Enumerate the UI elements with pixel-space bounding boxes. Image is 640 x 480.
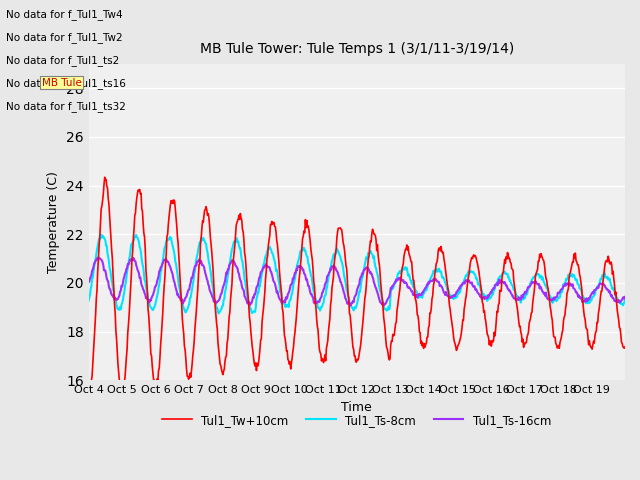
- Tul1_Ts-16cm: [413, 295, 421, 300]
- Legend: Tul1_Tw+10cm, Tul1_Ts-8cm, Tul1_Ts-16cm: Tul1_Tw+10cm, Tul1_Ts-8cm, Tul1_Ts-16cm: [157, 409, 556, 432]
- Text: No data for f_Tul1_ts2: No data for f_Tul1_ts2: [6, 55, 120, 66]
- Tul1_Tw+10cm: [248, 336, 255, 342]
- Tul1_Ts-8cm: [294, 258, 302, 264]
- Tul1_Tw+10cm: [413, 312, 421, 318]
- Tul1_Ts-16cm: [84, 279, 92, 285]
- Tul1_Ts-8cm: [444, 287, 451, 293]
- Tul1_Ts-16cm: [347, 302, 355, 308]
- Tul1_Tw+10cm: [294, 286, 302, 291]
- Y-axis label: Temperature (C): Temperature (C): [47, 171, 60, 273]
- Tul1_Ts-16cm: [273, 288, 281, 294]
- Tul1_Ts-8cm: [275, 275, 282, 281]
- Tul1_Tw+10cm: [86, 394, 94, 400]
- Tul1_Tw+10cm: [101, 174, 109, 180]
- Tul1_Ts-8cm: [84, 298, 92, 303]
- Text: No data for f_Tul1_ts32: No data for f_Tul1_ts32: [6, 101, 126, 112]
- Tul1_Ts-16cm: [95, 254, 102, 260]
- Text: No data for f_Tul1_Tw2: No data for f_Tul1_Tw2: [6, 32, 123, 43]
- X-axis label: Time: Time: [341, 401, 372, 414]
- Tul1_Ts-16cm: [247, 300, 255, 306]
- Line: Tul1_Tw+10cm: Tul1_Tw+10cm: [88, 177, 625, 397]
- Text: No data for f_Tul1_Tw4: No data for f_Tul1_Tw4: [6, 9, 123, 20]
- Tul1_Ts-8cm: [621, 297, 629, 302]
- Line: Tul1_Ts-16cm: Tul1_Ts-16cm: [88, 257, 625, 305]
- Tul1_Tw+10cm: [149, 371, 157, 376]
- Tul1_Tw+10cm: [444, 282, 451, 288]
- Tul1_Ts-8cm: [248, 310, 255, 315]
- Tul1_Tw+10cm: [621, 344, 629, 349]
- Tul1_Ts-16cm: [621, 294, 629, 300]
- Tul1_Ts-16cm: [294, 264, 301, 269]
- Tul1_Ts-16cm: [444, 293, 451, 299]
- Tul1_Ts-16cm: [148, 293, 156, 299]
- Tul1_Ts-8cm: [215, 311, 223, 316]
- Tul1_Ts-8cm: [97, 232, 105, 238]
- Tul1_Ts-8cm: [413, 293, 421, 299]
- Tul1_Tw+10cm: [84, 391, 92, 397]
- Text: No data for f_Tul1_ts16: No data for f_Tul1_ts16: [6, 78, 126, 89]
- Text: MB Tule: MB Tule: [42, 78, 81, 88]
- Line: Tul1_Ts-8cm: Tul1_Ts-8cm: [88, 235, 625, 313]
- Tul1_Tw+10cm: [275, 250, 282, 255]
- Title: MB Tule Tower: Tule Temps 1 (3/1/11-3/19/14): MB Tule Tower: Tule Temps 1 (3/1/11-3/19…: [200, 42, 514, 56]
- Tul1_Ts-8cm: [148, 307, 156, 312]
